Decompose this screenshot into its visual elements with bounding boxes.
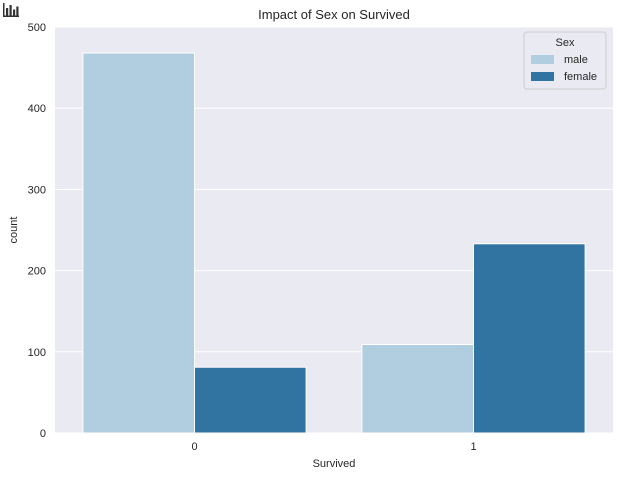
x-axis-label: Survived (313, 458, 356, 470)
bar-male-0 (82, 52, 195, 434)
y-axis-label: count (8, 217, 20, 244)
bar-female-0 (194, 366, 307, 434)
x-tick-label: 0 (191, 441, 197, 453)
y-tick-labels: 0 100 200 300 400 500 (28, 22, 46, 440)
bar-chart-icon (3, 3, 19, 17)
bar-male-1 (361, 343, 474, 434)
bar-female-1 (473, 243, 586, 434)
y-tick-label: 500 (28, 22, 46, 34)
y-tick-label: 0 (40, 428, 46, 440)
y-tick-label: 100 (28, 347, 46, 359)
legend-swatch-male (531, 55, 554, 64)
legend-label-male: male (564, 54, 588, 66)
legend: Sex male female (523, 31, 607, 90)
y-tick-label: 200 (28, 266, 46, 278)
legend-label-female: female (564, 71, 597, 83)
legend-swatch-female (531, 72, 554, 81)
y-tick-label: 400 (28, 103, 46, 115)
legend-title: Sex (556, 37, 575, 49)
y-tick-label: 300 (28, 184, 46, 196)
bars-layer (82, 52, 586, 434)
x-tick-label: 1 (470, 441, 476, 453)
chart-title: Impact of Sex on Survived (258, 7, 410, 22)
